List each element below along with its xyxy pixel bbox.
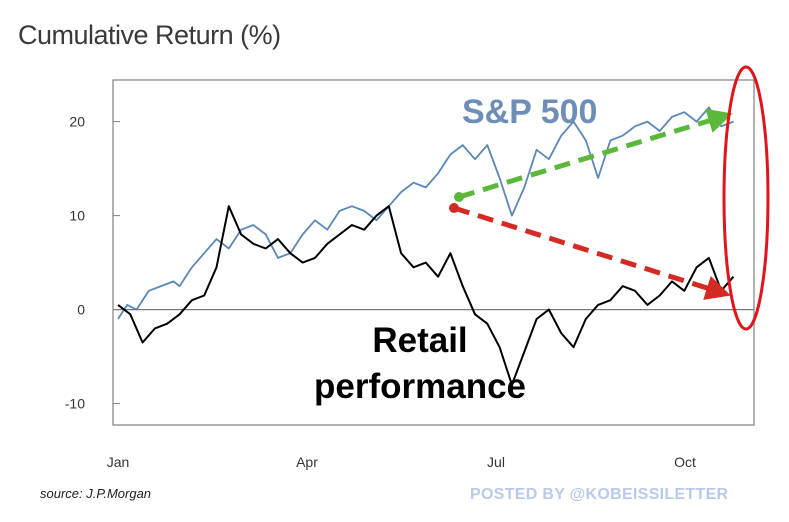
- watermark-text: POSTED BY @KOBEISSILETTER: [470, 486, 729, 503]
- chart-title: Cumulative Return (%): [18, 20, 281, 50]
- red-arrow-start-dot: [449, 203, 459, 213]
- source-note: source: J.P.Morgan: [40, 486, 152, 501]
- y-tick-label: -10: [65, 396, 85, 412]
- x-tick-label: Oct: [674, 454, 696, 470]
- y-tick-label: 10: [69, 208, 85, 224]
- x-tick-label: Jul: [487, 454, 505, 470]
- x-tick-label: Jan: [107, 454, 130, 470]
- y-tick-label: 20: [69, 114, 85, 130]
- green-arrow-start-dot: [454, 192, 464, 202]
- red-trend-arrow: [453, 205, 731, 300]
- highlight-ellipse: [722, 65, 770, 331]
- green-trend-arrow: [458, 108, 733, 200]
- retail-label-line1: Retail: [372, 321, 467, 360]
- annotation-arrows: [449, 108, 733, 300]
- axis-ticks: -10 0 10 20 Jan Apr Jul Oct: [65, 114, 696, 470]
- x-tick-label: Apr: [296, 454, 318, 470]
- series-lines: [117, 106, 735, 386]
- retail-line: [117, 205, 735, 386]
- retail-label-line2: performance: [314, 367, 526, 406]
- plot-area-frame: [112, 79, 755, 426]
- sp500-line: [117, 106, 734, 320]
- y-tick-label: 0: [77, 302, 85, 318]
- sp500-label: S&P 500: [462, 93, 597, 131]
